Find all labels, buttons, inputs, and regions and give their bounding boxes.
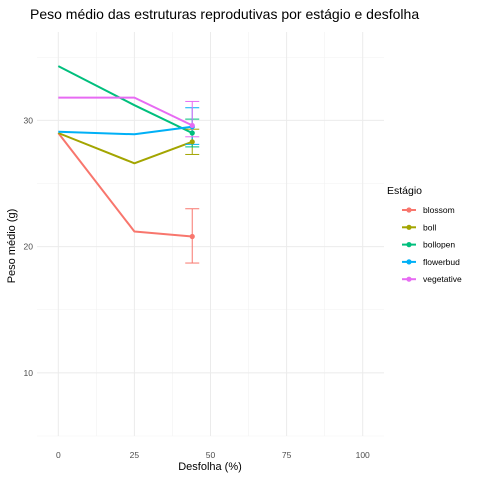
y-tick-labels: 10 20 30 — [24, 115, 34, 378]
legend-key-point-vegetative — [406, 276, 412, 282]
grid — [37, 32, 384, 437]
legend-label-vegetative: vegetative — [423, 274, 462, 284]
x-tick-label: 0 — [56, 450, 61, 460]
y-tick-label: 20 — [24, 242, 34, 252]
y-axis-title: Peso médio (g) — [6, 209, 18, 284]
x-tick-labels: 0 25 50 75 100 — [56, 450, 370, 460]
legend-label-bollopen: bollopen — [423, 240, 455, 250]
legend-key-point-flowerbud — [406, 259, 412, 265]
x-axis-title: Desfolha (%) — [178, 461, 242, 473]
series-line-bollopen — [57, 65, 193, 134]
legend-key-point-boll — [406, 224, 412, 230]
data-point-blossom — [189, 233, 195, 240]
legend-key-point-blossom — [406, 207, 412, 213]
chart-title: Peso médio das estruturas reprodutivas p… — [30, 6, 419, 22]
series-line-blossom — [57, 132, 193, 238]
data-points — [189, 122, 195, 240]
series-line-flowerbud — [58, 125, 193, 136]
y-tick-label: 30 — [24, 115, 34, 125]
series-lines — [57, 65, 193, 238]
legend: Estágio blossom boll bollopen flowerbud vege… — [387, 185, 462, 284]
y-tick-label: 10 — [24, 368, 34, 378]
x-tick-label: 50 — [206, 450, 216, 460]
data-point-vegetative — [189, 122, 195, 129]
x-tick-label: 75 — [282, 450, 292, 460]
x-tick-label: 25 — [130, 450, 140, 460]
legend-label-boll: boll — [423, 222, 436, 232]
legend-items: blossom boll bollopen flowerbud vegetative — [402, 205, 462, 284]
legend-title: Estágio — [387, 185, 422, 197]
data-point-boll — [189, 139, 195, 145]
legend-label-blossom: blossom — [423, 205, 455, 215]
legend-key-point-bollopen — [406, 242, 412, 248]
x-tick-label: 100 — [356, 450, 370, 460]
series-line-boll — [57, 132, 193, 165]
data-point-bollopen — [189, 130, 195, 136]
legend-label-flowerbud: flowerbud — [423, 257, 460, 267]
series-line-vegetative — [58, 96, 193, 127]
